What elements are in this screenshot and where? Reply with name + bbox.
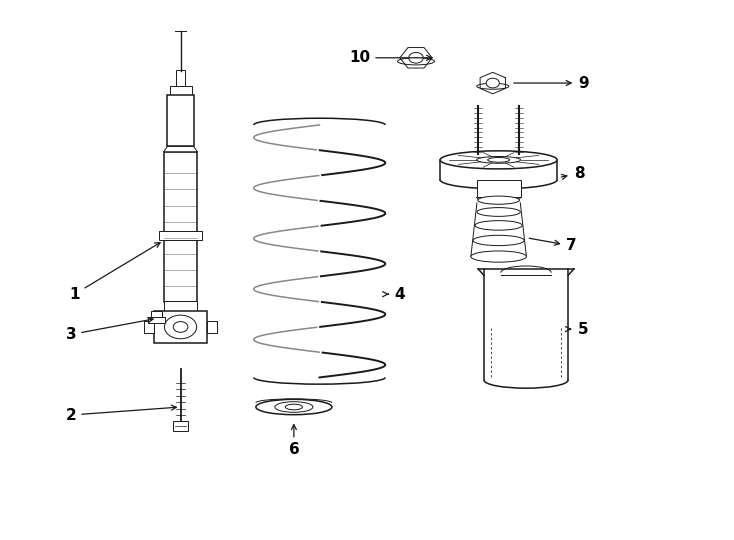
Ellipse shape [398, 58, 435, 65]
Text: 8: 8 [562, 166, 584, 181]
Bar [150, 311, 162, 319]
Ellipse shape [476, 83, 509, 89]
Ellipse shape [476, 157, 520, 163]
Text: 5: 5 [565, 322, 588, 336]
Ellipse shape [475, 221, 522, 230]
Ellipse shape [440, 151, 557, 169]
Bar [164, 152, 197, 302]
Circle shape [164, 315, 197, 339]
Text: 2: 2 [65, 405, 176, 422]
Text: 1: 1 [69, 242, 160, 302]
Bar [476, 180, 520, 197]
Text: 10: 10 [349, 50, 432, 65]
Ellipse shape [473, 235, 524, 246]
Text: 6: 6 [288, 424, 299, 457]
Text: 9: 9 [514, 76, 589, 91]
Bar [175, 70, 185, 87]
Text: 7: 7 [529, 238, 577, 253]
Polygon shape [164, 146, 197, 152]
Bar [154, 312, 207, 342]
Ellipse shape [470, 251, 526, 262]
Bar [170, 86, 192, 96]
Bar [167, 96, 194, 146]
Bar [144, 321, 154, 333]
Ellipse shape [477, 207, 520, 217]
Circle shape [409, 52, 424, 63]
Ellipse shape [487, 158, 509, 162]
Ellipse shape [286, 404, 302, 410]
Circle shape [486, 78, 499, 88]
Text: 4: 4 [382, 287, 405, 302]
Ellipse shape [256, 399, 332, 415]
Ellipse shape [275, 402, 313, 413]
Circle shape [173, 322, 188, 332]
Bar [173, 422, 188, 431]
Bar [207, 321, 217, 333]
Bar [159, 231, 202, 240]
Ellipse shape [478, 196, 520, 204]
Text: 3: 3 [65, 318, 153, 342]
Bar [164, 301, 197, 313]
Bar [148, 318, 165, 322]
